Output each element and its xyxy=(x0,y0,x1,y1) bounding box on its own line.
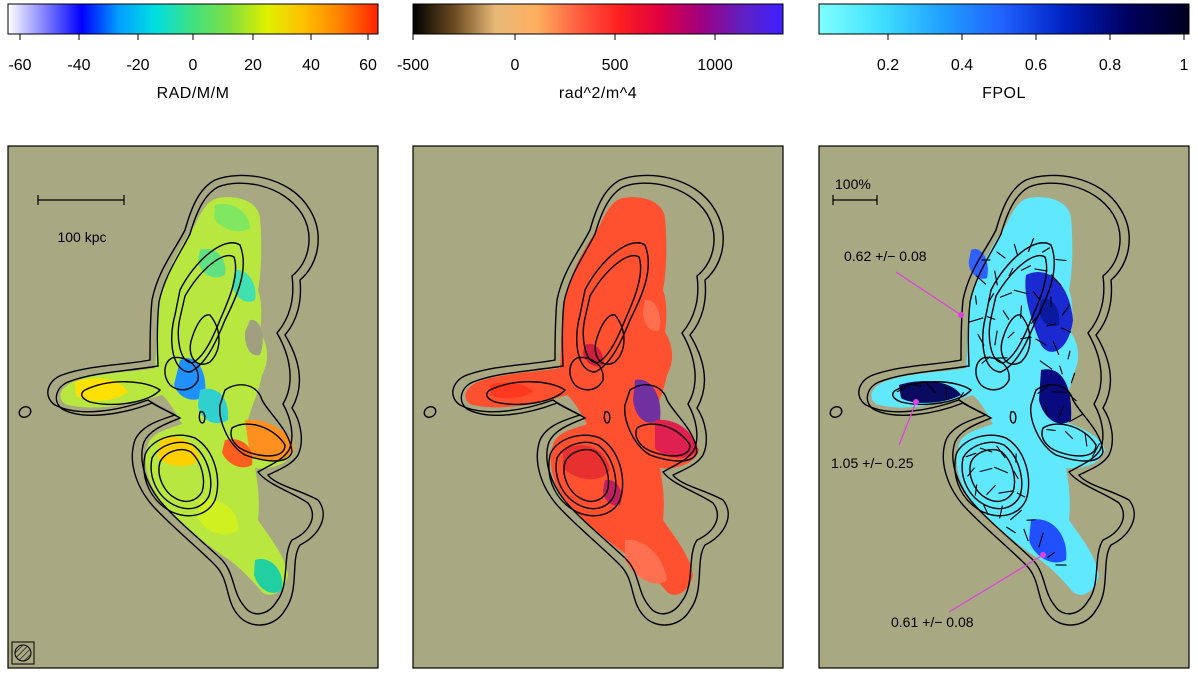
colorbar-rmd-label: rad^2/m^4 xyxy=(559,85,637,102)
colorbar-tick-label: 0.2 xyxy=(877,57,899,74)
colorbar-rm: -60 -40 -20 0 20 40 60 RAD/M/M xyxy=(7,3,379,102)
polarization-vector xyxy=(1069,413,1083,423)
panel-1-scalebar: 100 kpc xyxy=(37,195,125,245)
annotation-west: 1.05 +/− 0.25 xyxy=(831,399,919,471)
polarization-vector xyxy=(1055,258,1067,262)
colorbar-rm-label: RAD/M/M xyxy=(157,85,230,102)
colorbar-rm-gradient xyxy=(7,3,379,35)
polarization-vector xyxy=(1064,430,1074,440)
annotation-north: 0.62 +/− 0.08 xyxy=(844,248,964,318)
colorbar-tick-label: 0 xyxy=(511,57,520,74)
beam-icon xyxy=(11,641,35,665)
colorbar-tick-label: -500 xyxy=(397,57,429,74)
polarization-vector xyxy=(1007,331,1015,339)
polarization-vector xyxy=(1059,365,1063,375)
polarization-vectors xyxy=(896,237,1101,566)
polarization-vector xyxy=(1037,385,1049,395)
colorbar-tick-label: -40 xyxy=(67,57,90,74)
colorbar-rm-dispersion: -500 0 500 1000 rad^2/m^4 xyxy=(397,3,784,102)
polarization-vector xyxy=(1006,526,1016,534)
polarization-vector xyxy=(1009,509,1023,521)
polarization-vector xyxy=(1041,247,1051,253)
colorbar-tick-label: 0.6 xyxy=(1025,57,1047,74)
polarization-vector xyxy=(998,490,1014,494)
colorbar-fpol-label: FPOL xyxy=(982,85,1026,102)
polarization-vector xyxy=(1039,360,1053,370)
annotation-south-text: 0.61 +/− 0.08 xyxy=(891,614,974,630)
polarization-vector xyxy=(1057,405,1065,419)
polarization-vector xyxy=(1002,310,1010,320)
polarization-vector xyxy=(926,382,936,394)
panel-3-scalebar: 100% xyxy=(832,176,878,205)
polarization-vector xyxy=(1020,265,1032,271)
colorbar-tick-label: 0.4 xyxy=(951,57,973,74)
polarization-vector xyxy=(994,330,998,346)
fpol-scalebar-label: 100% xyxy=(835,176,871,192)
polarization-vector xyxy=(1060,327,1072,333)
colorbar-tick-label: 1 xyxy=(1180,57,1189,74)
polarization-vector xyxy=(1027,237,1035,253)
annotation-west-text: 1.05 +/− 0.25 xyxy=(831,455,914,471)
polarization-vector xyxy=(1013,470,1019,480)
polarization-vector xyxy=(1046,323,1056,327)
polarization-vector xyxy=(1046,428,1056,432)
colorbar-fpol: 0.2 0.4 0.6 0.8 1 FPOL xyxy=(818,3,1190,102)
polarization-vector xyxy=(1026,519,1036,521)
polarization-vector xyxy=(1091,443,1101,457)
colorbar-tick-label: 20 xyxy=(244,57,262,74)
colorbar-tick-label: -20 xyxy=(126,57,149,74)
colorbar-rm-ticks: -60 -40 -20 0 20 40 60 xyxy=(8,34,377,74)
colorbar-tick-label: 0.8 xyxy=(1099,57,1121,74)
polarization-vector xyxy=(1013,289,1029,295)
polarization-vector xyxy=(896,387,906,393)
polarization-vector xyxy=(1044,404,1048,416)
colorbar-tick-label: -60 xyxy=(8,57,31,74)
polarization-vector xyxy=(1051,391,1067,393)
polarization-vector xyxy=(967,467,975,477)
polarization-vector xyxy=(974,484,978,496)
polarization-vector xyxy=(1070,372,1076,384)
panel-fractional-polarization: 100% 0.62 +/− 0.08 1.05 +/− 0.25 0.61 +/… xyxy=(818,145,1190,669)
polarization-vector xyxy=(986,484,996,496)
polarization-vector xyxy=(968,317,984,323)
polarization-vector xyxy=(1038,532,1044,548)
polarization-vector xyxy=(994,270,998,286)
polarization-vector xyxy=(1084,433,1088,447)
polarization-vector xyxy=(1067,350,1071,360)
polarization-vector xyxy=(999,292,1013,298)
polarization-vector xyxy=(1008,267,1014,277)
colorbar-fpol-gradient xyxy=(818,3,1190,35)
panel-rotation-measure: 100 kpc xyxy=(7,145,379,669)
polarization-vector xyxy=(974,295,978,305)
annotation-north-text: 0.62 +/− 0.08 xyxy=(844,248,927,264)
polarization-vector xyxy=(1023,528,1029,542)
colorbar-rmd-gradient xyxy=(412,3,784,35)
colorbar-tick-label: 1000 xyxy=(697,57,733,74)
colorbar-tick-label: 60 xyxy=(359,57,377,74)
polarization-vector xyxy=(996,251,1006,259)
polarization-vector xyxy=(1019,305,1023,319)
polarization-vector xyxy=(1061,304,1071,316)
panel-rm-dispersion xyxy=(412,145,784,669)
polarization-vector xyxy=(965,452,977,458)
scalebar-label: 100 kpc xyxy=(57,229,106,245)
polarization-vector xyxy=(1013,243,1019,257)
polarization-vector xyxy=(1034,268,1048,272)
polarization-vector xyxy=(1052,340,1060,356)
polarization-vector xyxy=(945,384,947,400)
polarization-vector xyxy=(993,466,1009,474)
polarization-vector xyxy=(1047,551,1055,559)
polarization-vector xyxy=(1035,338,1047,346)
polarization-vector xyxy=(979,467,993,473)
colorbar-tick-label: 0 xyxy=(189,57,198,74)
colorbar-tick-label: 40 xyxy=(302,57,320,74)
colorbar-fpol-ticks: 0.2 0.4 0.6 0.8 1 xyxy=(877,34,1189,74)
polarization-vector xyxy=(1032,291,1040,299)
colorbar-tick-label: 500 xyxy=(602,57,629,74)
colorbar-rmd-ticks: -500 0 500 1000 xyxy=(397,34,733,74)
annotation-south: 0.61 +/− 0.08 xyxy=(891,552,1046,630)
